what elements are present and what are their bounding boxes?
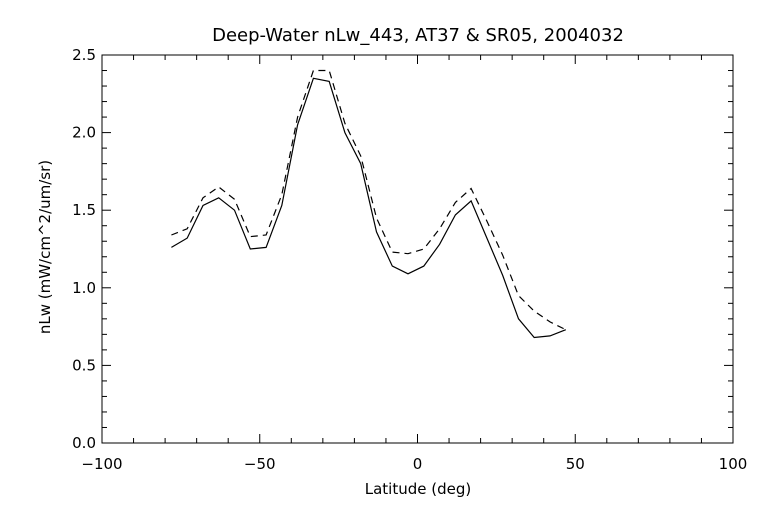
y-tick-label: 0.0 <box>72 434 96 452</box>
series-line-solid <box>171 77 567 339</box>
y-axis-label: nLw (mW/cm^2/um/sr) <box>36 160 54 334</box>
y-tick-label: 2.5 <box>72 46 96 64</box>
axes: −100 −50 0 50 100 0.0 0.5 1.0 1.5 2.0 2.5 <box>72 46 747 473</box>
series-line-dashed <box>171 69 567 331</box>
chart-title: Deep-Water nLw_443, AT37 & SR05, 2004032 <box>212 25 624 46</box>
x-tick-label: 100 <box>719 455 748 473</box>
y-tick-label: 2.0 <box>72 124 96 142</box>
y-tick-label: 1.5 <box>72 201 96 219</box>
x-tick-label: −50 <box>244 455 276 473</box>
series-lines <box>171 69 567 339</box>
x-tick-label: −100 <box>81 455 122 473</box>
x-tick-label: 0 <box>413 455 423 473</box>
plot-frame <box>101 54 734 444</box>
x-tick-label: 50 <box>566 455 585 473</box>
y-tick-label: 1.0 <box>72 279 96 297</box>
y-tick-label: 0.5 <box>72 356 96 374</box>
x-axis-label: Latitude (deg) <box>365 480 471 498</box>
